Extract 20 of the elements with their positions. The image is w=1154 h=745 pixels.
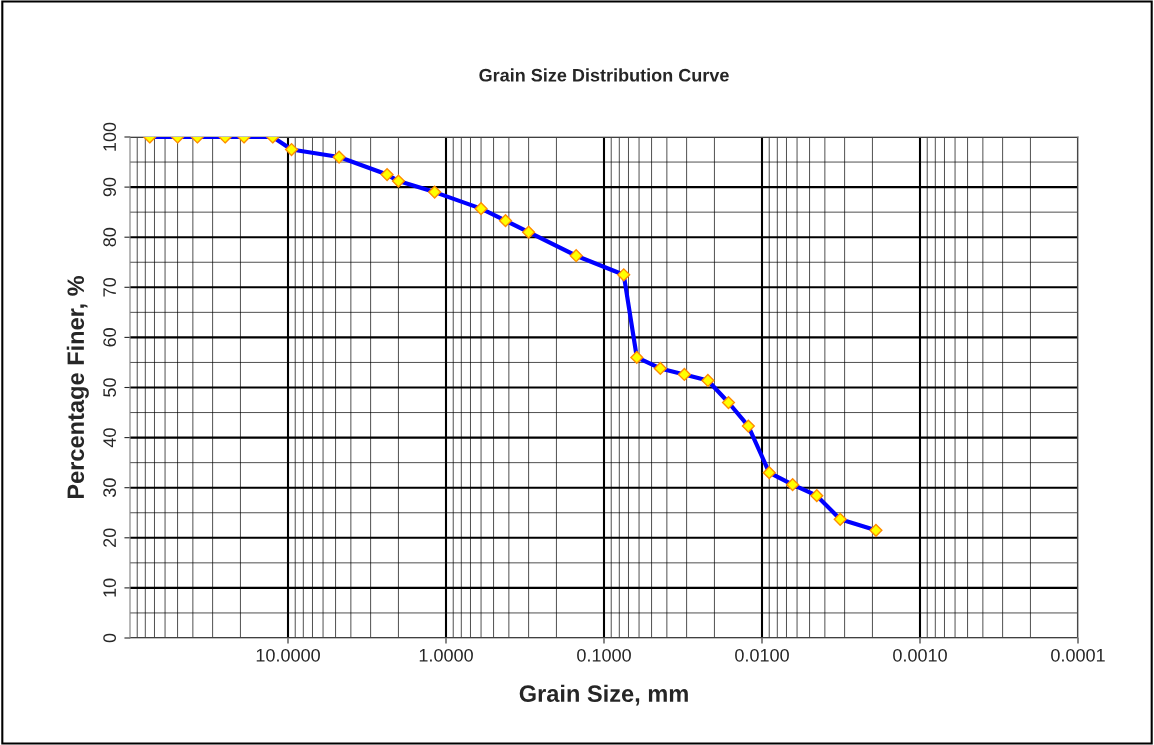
x-tick-label: 1.0000 xyxy=(419,648,473,662)
y-tick-label: 10 xyxy=(103,578,117,597)
chart-title: Grain Size Distribution Curve xyxy=(479,68,729,82)
y-tick-label: 60 xyxy=(103,328,117,347)
y-tick-label: 30 xyxy=(103,478,117,498)
x-tick-label: 0.1000 xyxy=(577,648,631,662)
y-tick-label: 100 xyxy=(103,122,117,151)
x-tick-label: 0.0001 xyxy=(1051,648,1105,662)
y-tick-label: 90 xyxy=(103,177,117,197)
y-tick-label: 0 xyxy=(103,633,117,643)
x-axis-title: Grain Size, mm xyxy=(519,684,688,706)
y-tick-label: 50 xyxy=(103,378,117,397)
x-tick-label: 10.0000 xyxy=(256,648,320,662)
y-tick-label: 70 xyxy=(103,277,117,297)
y-tick-label: 80 xyxy=(103,227,117,247)
x-tick-label: 0.0100 xyxy=(735,648,789,662)
y-axis-title: Percentage Finer, % xyxy=(66,275,89,499)
y-tick-label: 20 xyxy=(103,528,117,547)
x-tick-label: 0.0010 xyxy=(893,648,947,662)
y-tick-label: 40 xyxy=(103,428,117,448)
